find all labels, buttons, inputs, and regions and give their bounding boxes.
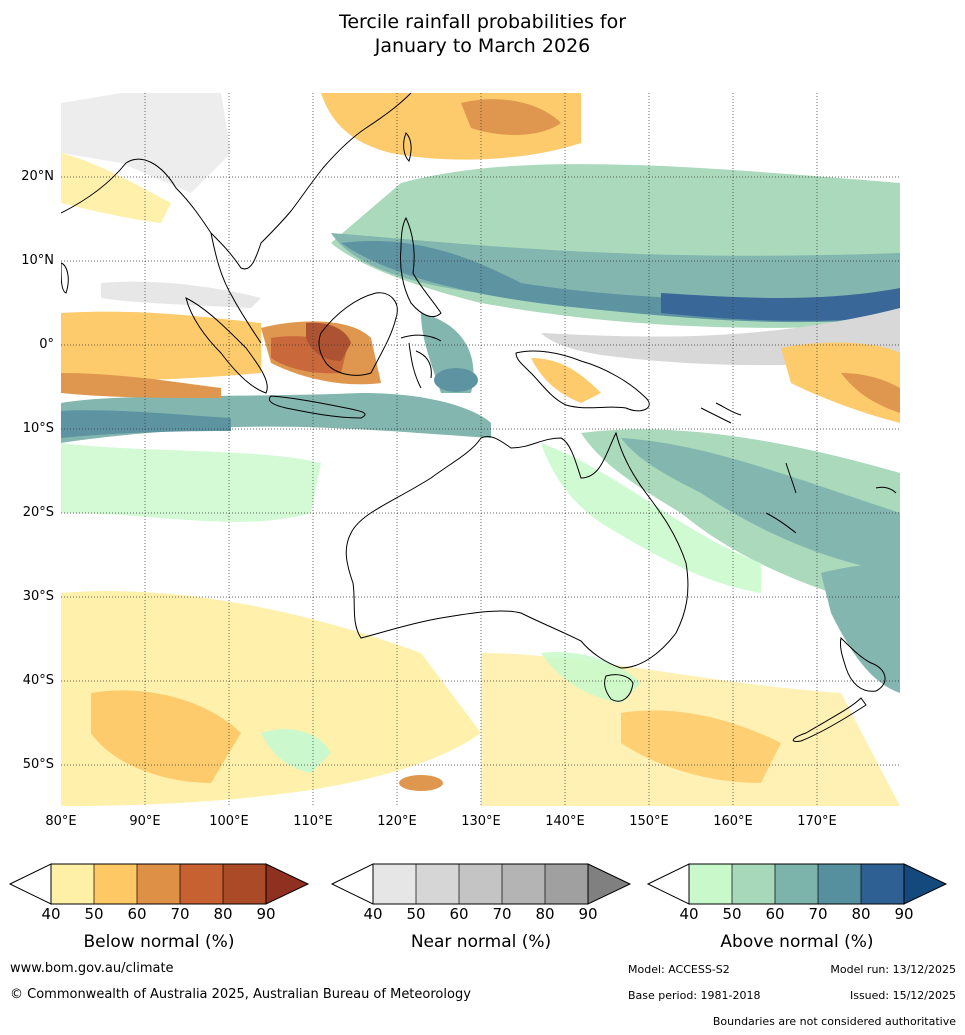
probability-shading <box>61 93 900 806</box>
above-normal-tick-70: 70 <box>808 905 828 923</box>
lon-label-90e: 90°E <box>129 814 161 829</box>
footer-model: Model: ACCESS-S2 <box>628 963 730 976</box>
below-normal-tick-60: 60 <box>127 905 147 923</box>
footer-model-run: Model run: 13/12/2025 <box>830 963 956 976</box>
lat-label-40s: 40°S <box>22 673 54 688</box>
title-line-1: Tercile rainfall probabilities for <box>338 11 627 33</box>
lat-label-10s: 10°S <box>22 421 54 436</box>
malay-peninsula-coast <box>210 232 262 344</box>
below-normal-title: Below normal (%) <box>83 932 235 952</box>
near-normal-swatch-80 <box>545 864 588 904</box>
lon-label-170e: 170°E <box>797 814 837 829</box>
above-normal-tick-80: 80 <box>851 905 871 923</box>
above-normal-tick-90: 90 <box>894 905 914 923</box>
below-normal-swatch-70 <box>180 864 223 904</box>
above-normal-swatch-50 <box>732 864 775 904</box>
near-normal-swatch-50 <box>416 864 459 904</box>
near-normal-tick-50: 50 <box>406 905 426 923</box>
footer-url: www.bom.gov.au/climate <box>10 961 174 976</box>
lat-label-20n: 20°N <box>21 169 54 184</box>
lat-label-0: 0° <box>39 337 54 352</box>
fiji-coast <box>875 486 897 494</box>
philippines-coast <box>400 216 442 318</box>
below-normal-over-triangle <box>265 863 310 905</box>
solomon-islands-coast <box>700 402 742 424</box>
above-normal-tick-40: 40 <box>679 905 699 923</box>
below-normal-swatch-60 <box>137 864 180 904</box>
map-canvas <box>61 93 900 806</box>
near-normal-tick-60: 60 <box>449 905 469 923</box>
above-normal-tick-50: 50 <box>722 905 742 923</box>
above-normal-under-triangle <box>646 863 690 905</box>
below-normal-swatch-80 <box>223 864 266 904</box>
rainfall-probability-map <box>61 93 900 806</box>
below-normal-tick-70: 70 <box>170 905 190 923</box>
near-normal-tick-80: 80 <box>535 905 555 923</box>
near-normal-tick-70: 70 <box>492 905 512 923</box>
lon-label-100e: 100°E <box>209 814 249 829</box>
above-normal-swatch-80 <box>861 864 904 904</box>
taiwan-coast <box>403 132 412 162</box>
footer-base-period: Base period: 1981-2018 <box>628 989 761 1002</box>
sumatra-coast <box>185 297 268 394</box>
graticule <box>61 93 900 806</box>
near-normal-tick-40: 40 <box>363 905 383 923</box>
near-normal-title: Near normal (%) <box>410 932 552 952</box>
below-normal-tick-50: 50 <box>84 905 104 923</box>
near-normal-colorbar <box>330 863 632 905</box>
sulawesi-coast <box>400 334 442 389</box>
above-normal-swatch-40 <box>689 864 732 904</box>
above-normal-swatch-70 <box>818 864 861 904</box>
lon-label-140e: 140°E <box>545 814 585 829</box>
above-normal-title: Above normal (%) <box>720 932 874 952</box>
above-normal-tick-60: 60 <box>765 905 785 923</box>
title-line-2: January to March 2026 <box>374 35 591 57</box>
footer-copyright: © Commonwealth of Australia 2025, Austra… <box>10 987 471 1002</box>
lon-label-80e: 80°E <box>45 814 77 829</box>
tasmania-coast <box>604 674 634 702</box>
below-normal-tick-80: 80 <box>213 905 233 923</box>
below-normal-colorbar <box>8 863 310 905</box>
lat-label-50s: 50°S <box>22 757 54 772</box>
new-zealand-south-coast <box>792 697 867 742</box>
map-title: Tercile rainfall probabilities for Janua… <box>0 10 965 58</box>
asia-coast <box>61 93 412 270</box>
near-normal-swatch-60 <box>459 864 502 904</box>
borneo-coast <box>318 292 398 376</box>
new-zealand-north-coast <box>840 636 886 692</box>
vanuatu-coast <box>785 462 797 494</box>
new-caledonia-coast <box>765 512 797 534</box>
below-normal-under-triangle <box>8 863 52 905</box>
lat-label-20s: 20°S <box>22 505 54 520</box>
below-normal-swatch-50 <box>94 864 137 904</box>
footer-issued: Issued: 15/12/2025 <box>849 989 956 1002</box>
lat-label-10n: 10°N <box>21 253 54 268</box>
near-normal-swatch-40 <box>373 864 416 904</box>
lat-label-30s: 30°S <box>22 589 54 604</box>
java-coast <box>268 395 366 419</box>
near-normal-over-triangle <box>587 863 632 905</box>
footer-disclaimer: Boundaries are not considered authoritat… <box>712 1015 956 1028</box>
lon-label-120e: 120°E <box>377 814 417 829</box>
above-normal-over-triangle <box>903 863 948 905</box>
near-normal-tick-90: 90 <box>578 905 598 923</box>
below-normal-tick-40: 40 <box>41 905 61 923</box>
sri-lanka-coast <box>61 262 69 294</box>
lon-label-160e: 160°E <box>713 814 753 829</box>
near-normal-under-triangle <box>330 863 374 905</box>
above-normal-swatch-60 <box>775 864 818 904</box>
above-normal-colorbar <box>646 863 948 905</box>
australia-coast <box>345 431 689 669</box>
lon-label-150e: 150°E <box>629 814 669 829</box>
lon-label-110e: 110°E <box>293 814 333 829</box>
lon-label-130e: 130°E <box>461 814 501 829</box>
coastlines <box>61 93 897 742</box>
new-guinea-coast <box>515 350 650 412</box>
below-normal-tick-90: 90 <box>256 905 276 923</box>
below-normal-swatch-40 <box>51 864 94 904</box>
near-normal-swatch-70 <box>502 864 545 904</box>
